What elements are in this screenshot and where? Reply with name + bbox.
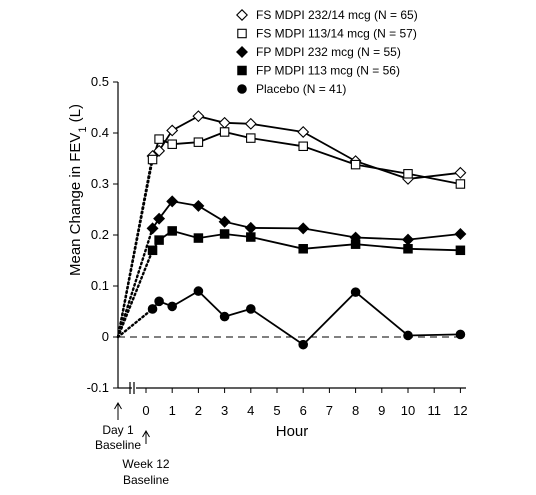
data-point bbox=[219, 311, 230, 322]
y-tick-label: -0.1 bbox=[87, 380, 109, 395]
data-point bbox=[193, 286, 204, 296]
data-point bbox=[297, 222, 310, 235]
x-tick-label: 6 bbox=[300, 403, 307, 418]
legend-marker bbox=[237, 65, 247, 76]
data-point bbox=[244, 221, 257, 234]
x-tick-label: 2 bbox=[195, 403, 202, 418]
dotted-baseline-line bbox=[116, 249, 154, 339]
y-tick-label: 0.1 bbox=[91, 278, 109, 293]
dotted-baseline-line bbox=[116, 227, 154, 339]
data-point bbox=[167, 139, 177, 149]
legend-marker bbox=[237, 84, 247, 94]
y-axis-label: Mean Change in FEV1 (L) bbox=[67, 104, 89, 276]
day1-arrow-head bbox=[114, 402, 122, 410]
series-line bbox=[151, 200, 461, 241]
legend: FS MDPI 232/14 mcg (N = 65) FS MDPI 113/1… bbox=[236, 8, 418, 96]
data-point bbox=[153, 212, 166, 225]
data-point bbox=[455, 245, 466, 256]
data-point bbox=[192, 199, 205, 212]
day1-label-line1: Day 1 bbox=[102, 423, 134, 437]
y-tick-label: 0.3 bbox=[91, 176, 109, 191]
data-point bbox=[246, 304, 256, 314]
day1-label-line2: Baseline bbox=[95, 438, 141, 452]
data-point bbox=[454, 228, 467, 240]
x-tick-label: 12 bbox=[453, 403, 467, 418]
data-point bbox=[350, 239, 361, 249]
x-tick-label: 9 bbox=[378, 403, 385, 418]
week12-arrow-head bbox=[142, 430, 150, 438]
y-tick-label: 0.5 bbox=[91, 74, 109, 89]
x-tick-label: 3 bbox=[221, 403, 228, 418]
dotted-baseline-line bbox=[116, 158, 154, 339]
data-point bbox=[154, 296, 164, 307]
x-tick-label: 10 bbox=[401, 403, 415, 418]
x-tick-label: 5 bbox=[273, 403, 280, 418]
data-point bbox=[146, 222, 159, 235]
x-tick-label: 7 bbox=[326, 403, 333, 418]
y-tick-label: 0.4 bbox=[91, 125, 109, 140]
data-point bbox=[403, 169, 413, 179]
data-point bbox=[219, 229, 230, 239]
series-markers bbox=[146, 110, 467, 350]
data-point bbox=[154, 235, 164, 245]
data-point bbox=[219, 127, 230, 137]
data-point bbox=[455, 179, 466, 189]
data-point bbox=[246, 133, 256, 143]
legend-label: FS MDPI 232/14 mcg (N = 65) bbox=[256, 8, 418, 22]
data-point bbox=[218, 116, 231, 129]
data-point bbox=[167, 301, 177, 312]
legend-marker bbox=[236, 46, 248, 58]
x-tick-label: 1 bbox=[169, 403, 176, 418]
data-point bbox=[297, 126, 310, 138]
legend-label: FS MDPI 113/14 mcg (N = 57) bbox=[256, 27, 417, 41]
data-point bbox=[147, 304, 158, 314]
dotted-baseline-lines bbox=[116, 154, 154, 339]
data-point bbox=[244, 117, 257, 130]
x-tick-label: 0 bbox=[142, 403, 149, 418]
data-point bbox=[167, 226, 177, 236]
y-tick-label: 0 bbox=[102, 329, 109, 344]
baseline-annotations: Day 1 Baseline Week 12 Baseline bbox=[95, 423, 170, 487]
data-point bbox=[193, 233, 204, 243]
data-point bbox=[166, 124, 179, 137]
y-tick-label: 0.2 bbox=[91, 227, 109, 242]
data-point bbox=[402, 233, 414, 246]
data-point bbox=[193, 137, 204, 147]
series-line bbox=[151, 289, 461, 346]
x-axis-label: Hour bbox=[276, 423, 309, 440]
series-lines bbox=[151, 115, 461, 346]
week12-label-line2: Baseline bbox=[123, 473, 169, 487]
x-tick-label: 8 bbox=[352, 403, 359, 418]
legend-label: Placebo (N = 41) bbox=[256, 82, 346, 96]
data-point bbox=[147, 154, 158, 165]
data-point bbox=[166, 195, 179, 208]
data-point bbox=[455, 329, 466, 340]
data-point bbox=[298, 244, 308, 254]
series-line bbox=[151, 229, 461, 252]
data-point bbox=[192, 110, 205, 123]
dotted-baseline-line bbox=[116, 307, 154, 339]
data-point bbox=[350, 287, 361, 297]
data-point bbox=[147, 245, 158, 256]
data-point bbox=[403, 330, 413, 341]
data-point bbox=[298, 339, 309, 350]
legend-label: FP MDPI 232 mcg (N = 55) bbox=[256, 45, 401, 59]
legend-label: FP MDPI 113 mcg (N = 56) bbox=[256, 64, 400, 78]
data-point bbox=[454, 166, 467, 179]
data-point bbox=[350, 159, 361, 170]
x-tick-label: 11 bbox=[427, 403, 441, 418]
data-point bbox=[154, 134, 164, 144]
data-point bbox=[246, 232, 256, 242]
week12-label-line1: Week 12 bbox=[122, 457, 169, 471]
legend-marker bbox=[236, 9, 248, 21]
x-tick-label: 4 bbox=[247, 403, 254, 418]
data-point bbox=[153, 144, 166, 157]
series-line bbox=[151, 131, 461, 185]
data-point bbox=[298, 141, 308, 152]
legend-marker bbox=[237, 28, 247, 39]
data-point bbox=[403, 244, 413, 254]
data-point bbox=[218, 215, 231, 228]
